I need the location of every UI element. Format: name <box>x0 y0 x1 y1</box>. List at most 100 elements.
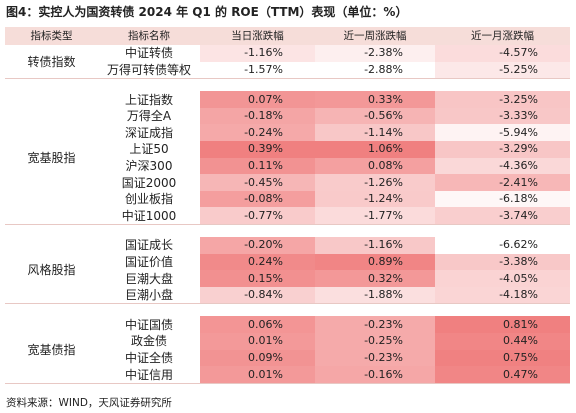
heat-cell <box>200 286 315 304</box>
heat-cell <box>315 253 435 271</box>
row-name: 巨潮大盘 <box>124 271 173 286</box>
row-name: 万得全A <box>126 109 172 124</box>
row-name: 深证成指 <box>124 125 173 140</box>
value-cell: 0.07% <box>248 92 283 106</box>
value-cell: -0.23% <box>364 317 403 331</box>
value-cell: -6.18% <box>499 192 538 206</box>
row-name: 上证50 <box>129 142 169 157</box>
value-cell: -5.25% <box>499 62 538 76</box>
heat-cell <box>435 333 570 350</box>
row-name: 政金债 <box>130 334 167 349</box>
value-cell: -6.62% <box>499 238 538 252</box>
group-rule <box>5 78 570 80</box>
row-name: 国证价值 <box>124 254 173 269</box>
value-cell: 0.09% <box>248 350 283 364</box>
row-name: 巨潮小盘 <box>124 288 173 303</box>
value-cell: -0.23% <box>364 350 403 364</box>
group-rule <box>5 224 570 225</box>
value-cell: -0.18% <box>244 109 283 123</box>
value-cell: 0.44% <box>503 334 538 348</box>
row-name: 创业板指 <box>124 192 173 207</box>
heat-cell <box>435 207 570 225</box>
heat-cell <box>315 45 435 62</box>
value-cell: -2.88% <box>364 62 403 76</box>
heat-cell <box>315 91 435 109</box>
heat-cell <box>200 190 315 208</box>
figure-title: 图4：实控人为国资转债 2024 年 Q1 的 ROE（TTM）表现（单位：%） <box>6 5 408 19</box>
heat-cell <box>435 124 570 142</box>
row-name: 中证国债 <box>124 317 173 332</box>
value-cell: -1.24% <box>364 192 403 206</box>
heat-cell <box>200 237 315 254</box>
value-cell: -0.16% <box>364 367 403 381</box>
heat-cell <box>200 107 315 125</box>
value-cell: -1.16% <box>364 238 403 252</box>
heat-cell <box>435 157 570 175</box>
value-cell: -1.57% <box>244 62 283 76</box>
group-label: 宽基股指 <box>27 150 76 165</box>
heat-cell <box>200 333 315 350</box>
value-cell: -0.24% <box>244 125 283 139</box>
heat-cell <box>315 207 435 225</box>
heat-cell <box>200 174 315 192</box>
heat-cell <box>200 157 315 175</box>
value-cell: -0.84% <box>244 288 283 302</box>
value-cell: -4.57% <box>499 46 538 60</box>
row-name: 中证转债 <box>124 46 173 61</box>
heat-cell <box>435 316 570 334</box>
value-cell: -0.08% <box>244 192 283 206</box>
value-cell: 1.06% <box>368 142 403 156</box>
heat-cell <box>315 333 435 350</box>
heat-cell <box>435 174 570 192</box>
row-name: 上证指数 <box>124 92 173 107</box>
value-cell: 0.08% <box>368 158 403 172</box>
heat-cell <box>200 61 315 79</box>
header-cell: 近一月涨跌幅 <box>471 30 534 42</box>
heat-cell <box>435 107 570 125</box>
heat-cell <box>435 45 570 62</box>
value-cell: -3.74% <box>499 208 538 222</box>
row-name: 万得可转债等权 <box>106 62 191 77</box>
value-cell: 0.75% <box>503 350 538 364</box>
value-cell: -5.94% <box>499 125 538 139</box>
row-name: 沪深300 <box>125 158 173 173</box>
heat-cell <box>200 124 315 142</box>
value-cell: -4.05% <box>499 271 538 285</box>
heat-cell <box>315 366 435 384</box>
heat-cell <box>315 237 435 254</box>
value-cell: 0.24% <box>248 254 283 268</box>
group-label: 宽基债指 <box>27 342 76 357</box>
header-cell: 近一周涨跌幅 <box>343 30 407 42</box>
value-cell: -2.38% <box>364 46 403 60</box>
row-name: 中证全债 <box>124 350 173 365</box>
heat-cell <box>200 316 315 334</box>
value-cell: -0.77% <box>244 208 283 222</box>
value-cell: -3.38% <box>499 254 538 268</box>
value-cell: 0.89% <box>368 254 403 268</box>
value-cell: -4.18% <box>499 288 538 302</box>
row-name: 国证成长 <box>124 238 173 253</box>
heat-cell <box>315 61 435 79</box>
group-label: 风格股指 <box>27 263 76 278</box>
heat-cell <box>315 316 435 334</box>
heat-cell <box>200 45 315 62</box>
header-row <box>5 27 570 45</box>
heat-cell <box>435 366 570 384</box>
heat-cell <box>435 190 570 208</box>
value-cell: -1.16% <box>244 46 283 60</box>
value-cell: -0.25% <box>364 334 403 348</box>
heat-cell <box>435 141 570 158</box>
value-cell: 0.32% <box>368 271 403 285</box>
value-cell: 0.06% <box>248 317 283 331</box>
value-cell: 0.01% <box>248 334 283 348</box>
value-cell: -0.45% <box>244 175 283 189</box>
heat-cell <box>315 174 435 192</box>
row-name: 中证1000 <box>121 208 177 223</box>
source-note: 资料来源：WIND，天风证券研究所 <box>6 397 172 409</box>
value-cell: -3.33% <box>499 109 538 123</box>
header-cell: 指标类型 <box>30 30 73 42</box>
heat-cell <box>435 349 570 367</box>
value-cell: 0.11% <box>248 158 283 172</box>
heat-cell <box>200 253 315 271</box>
value-cell: -4.36% <box>499 158 538 172</box>
